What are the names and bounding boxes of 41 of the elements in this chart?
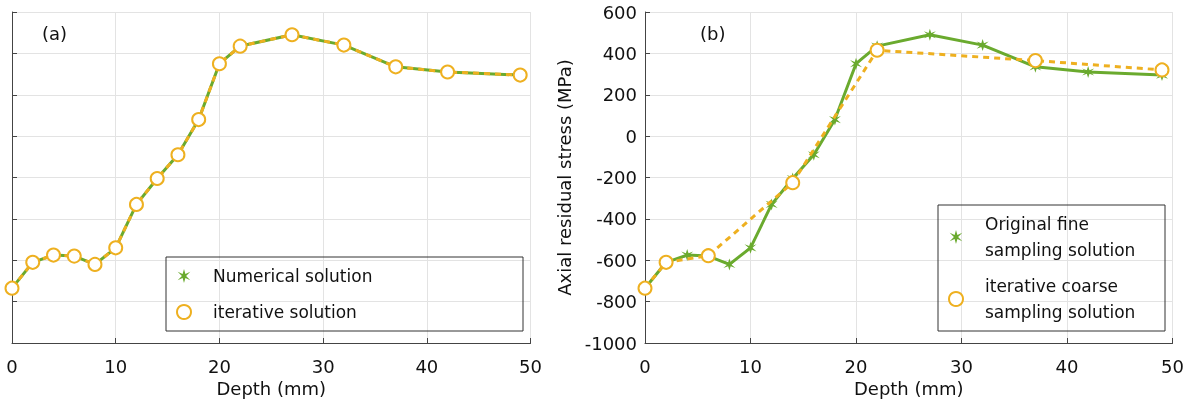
y-tick-label: 0 xyxy=(625,125,637,147)
x-tick-label: 10 xyxy=(104,355,128,377)
x-tick-label: 30 xyxy=(311,355,335,377)
x-tick-label: 50 xyxy=(519,355,542,377)
x-tick-label: 0 xyxy=(6,355,18,377)
x-tick-label: 50 xyxy=(1161,355,1184,377)
legend-label: iterative solution xyxy=(213,302,357,322)
point xyxy=(1154,62,1170,78)
x-tick-label: 0 xyxy=(639,355,651,377)
x-tick-label: 20 xyxy=(844,355,868,377)
point xyxy=(1027,53,1043,69)
y-axis-title: Axial residual stress (MPa) xyxy=(554,59,576,296)
x-tick-label: 40 xyxy=(415,355,439,377)
annotation: (b) xyxy=(700,22,726,44)
x-tick-label: 10 xyxy=(739,355,762,377)
legend-label: Numerical solution xyxy=(213,266,373,286)
y-tick-label: -1000 xyxy=(584,332,637,354)
x-axis-title: Depth (mm) xyxy=(853,378,964,400)
annotation: (a) xyxy=(42,22,68,44)
x-tick-label: 40 xyxy=(1055,355,1079,377)
point xyxy=(923,28,936,41)
y-tick-label: 200 xyxy=(602,84,637,106)
y-tick-label: -600 xyxy=(596,249,637,271)
point xyxy=(869,42,885,58)
y-tick-label: -200 xyxy=(596,167,637,188)
y-tick-label: 600 xyxy=(602,1,637,23)
x-axis-title: Depth (mm) xyxy=(216,378,327,400)
point xyxy=(744,241,757,254)
legend-label: iterative coarse sampling solution xyxy=(985,276,1136,322)
x-tick-label: 30 xyxy=(950,355,973,377)
point xyxy=(850,57,863,70)
x-tick-label: 20 xyxy=(207,355,231,377)
y-tick-label: -800 xyxy=(596,291,637,313)
point xyxy=(976,39,989,52)
legend-label: Original fine sampling solution xyxy=(985,214,1136,260)
point xyxy=(681,249,694,262)
point xyxy=(1082,65,1095,78)
y-tick-label: 400 xyxy=(602,42,637,64)
y-tick-label: -400 xyxy=(596,208,637,230)
point xyxy=(785,175,801,191)
point xyxy=(723,258,736,271)
